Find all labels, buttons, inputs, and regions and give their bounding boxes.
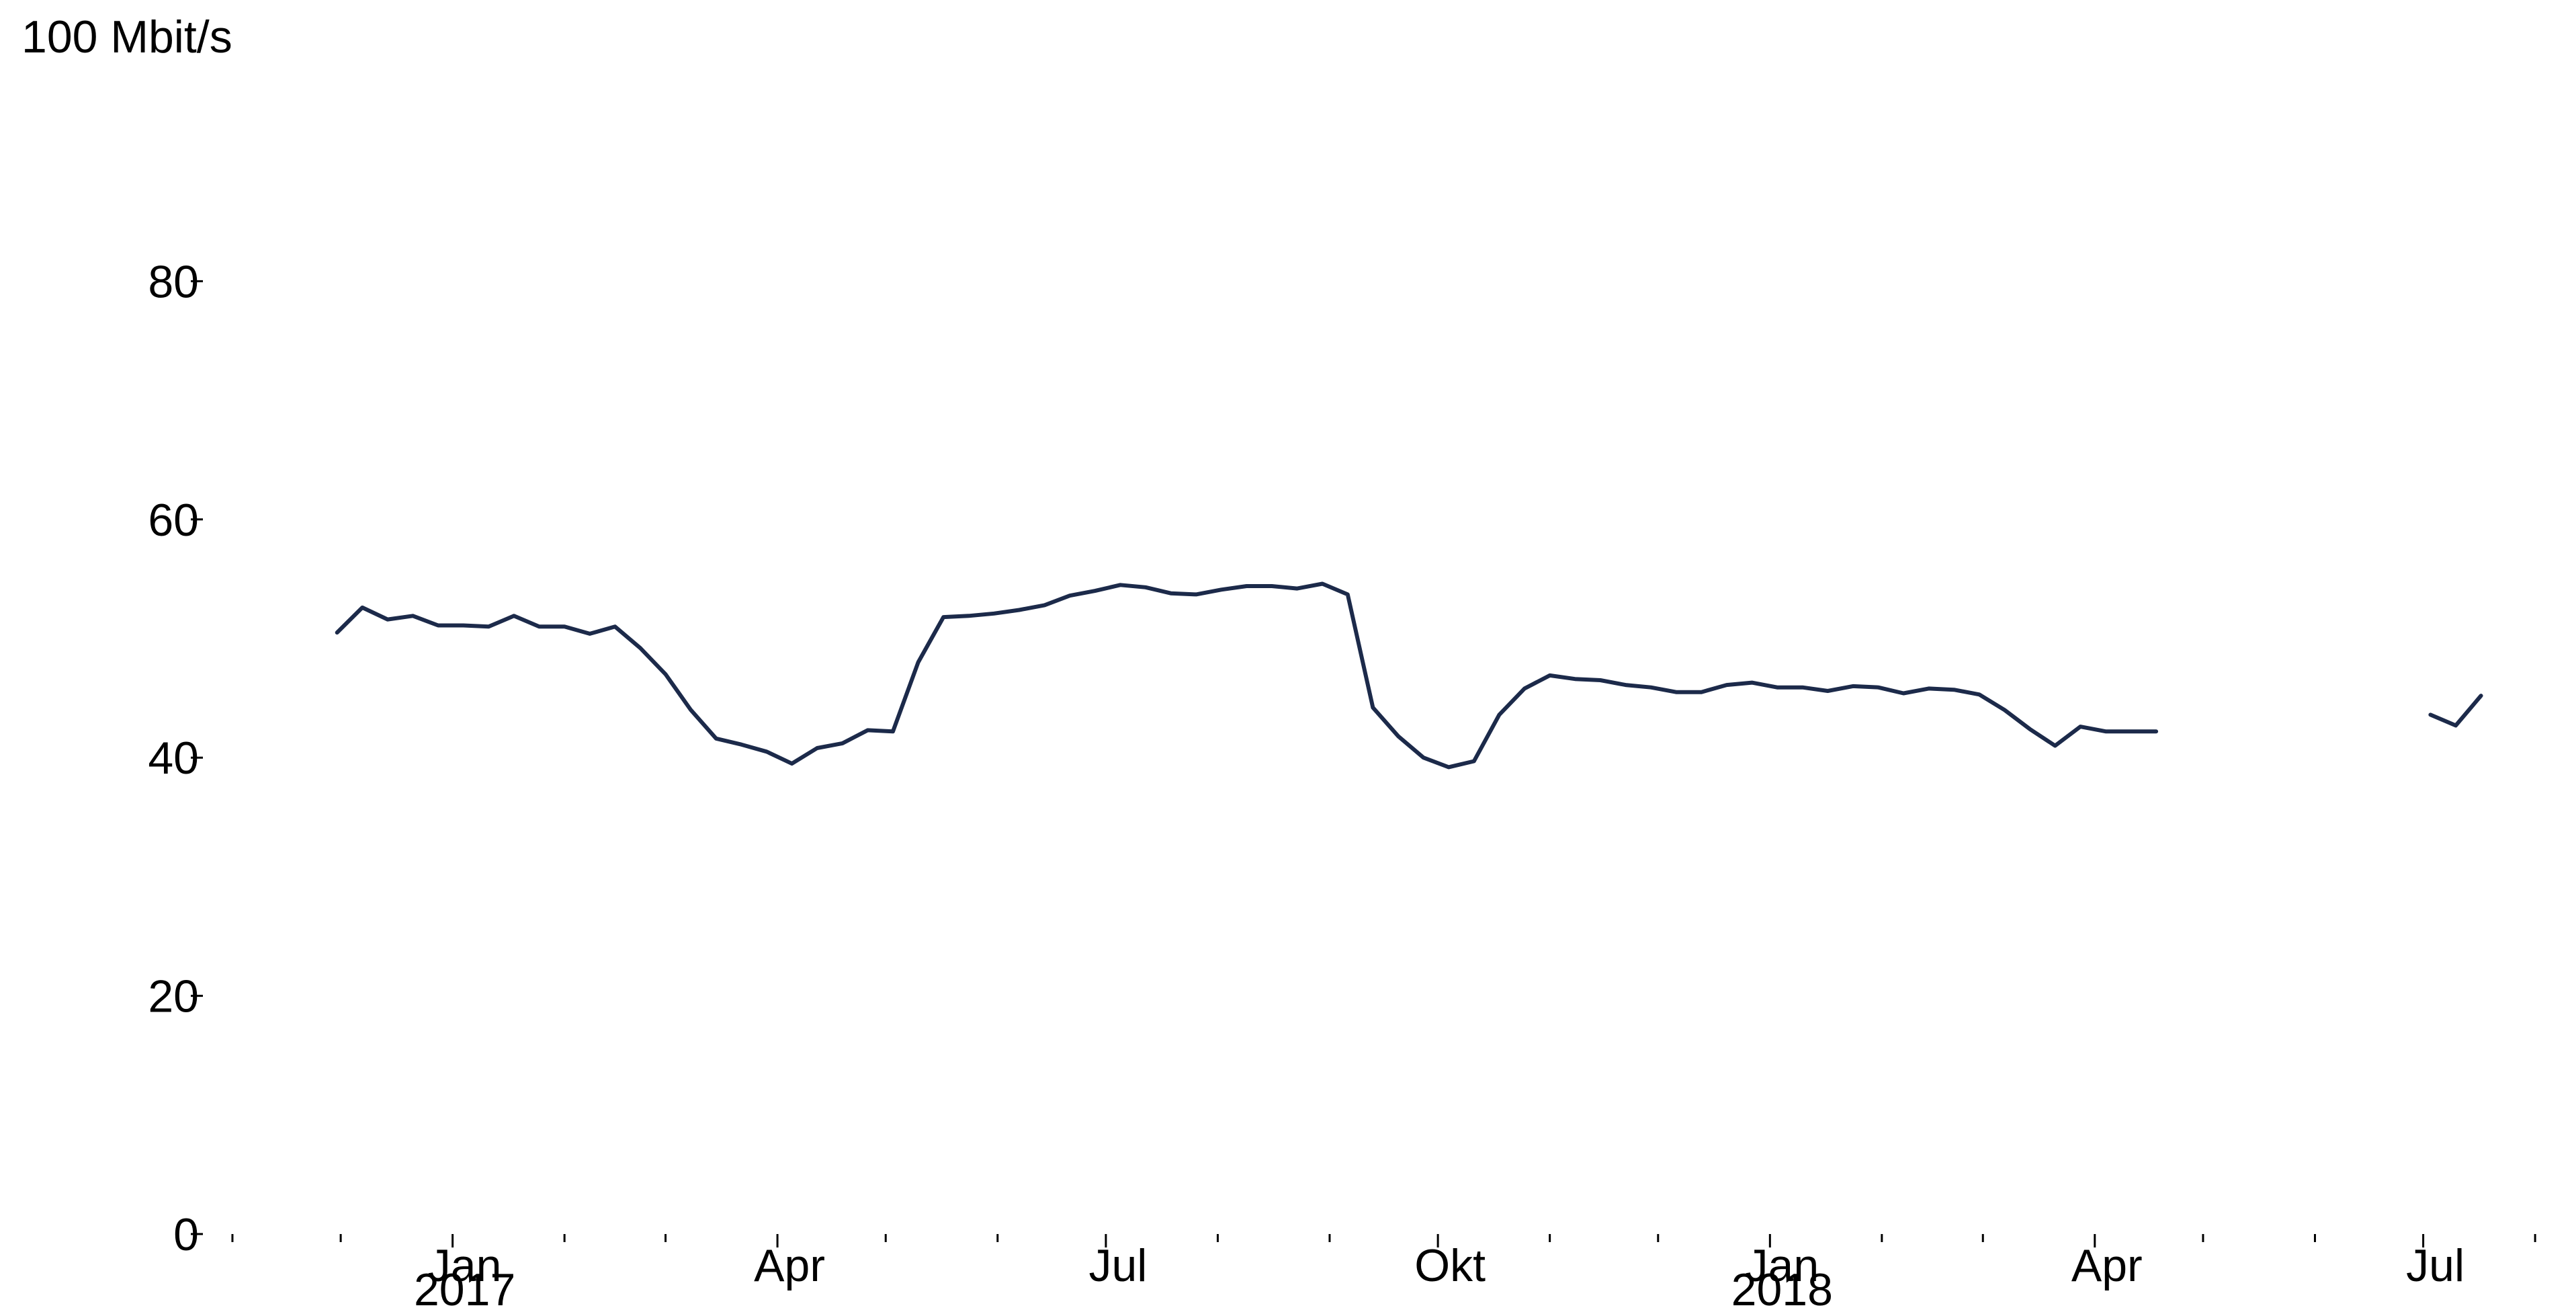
y-tick-label: 40 — [148, 733, 199, 784]
x-tick-year-label: 2018 — [1731, 1264, 1833, 1312]
x-tick-label: Jan — [1746, 1240, 1819, 1291]
x-tick-year-label: 2017 — [414, 1264, 515, 1312]
x-tick-label: Apr — [754, 1240, 825, 1291]
x-tick-label: Jan — [428, 1240, 502, 1291]
y-tick-label: 80 — [148, 256, 199, 307]
y-tick-label: 60 — [148, 495, 199, 546]
y-axis-unit-label: 100 Mbit/s — [22, 11, 232, 63]
x-tick-label: Jul — [2406, 1240, 2464, 1291]
series-line-segment — [2428, 694, 2483, 728]
plot-area — [335, 581, 2483, 770]
series-line-segment — [335, 581, 2159, 770]
x-tick-label: Okt — [1414, 1240, 1486, 1291]
y-axis: 0 20 40 60 80 — [148, 256, 203, 1260]
x-tick-label: Apr — [2071, 1240, 2143, 1291]
y-tick-label: 20 — [148, 971, 199, 1022]
y-tick-label: 0 — [173, 1209, 199, 1260]
x-tick-label: Jul — [1088, 1240, 1147, 1291]
